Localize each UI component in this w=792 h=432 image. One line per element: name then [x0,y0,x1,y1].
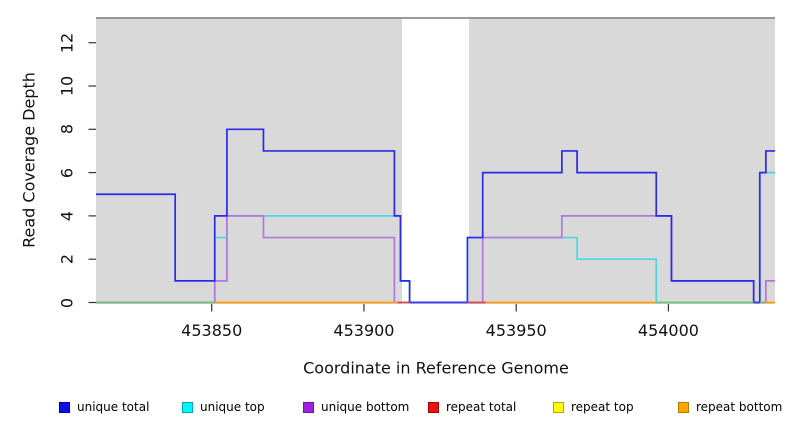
y-axis-title: Read Coverage Depth [19,72,39,248]
legend-label: repeat top [571,400,634,414]
y-tick-label: 8 [57,124,77,135]
legend-item: unique total [59,400,149,414]
legend-swatch-icon [553,401,564,413]
legend-item: repeat bottom [678,400,782,414]
legend-swatch-icon [428,401,439,413]
legend-item: repeat top [553,400,634,414]
x-tick-label: 453950 [485,321,547,340]
x-tick-label: 454000 [637,321,699,340]
legend-label: repeat total [446,400,517,414]
series-unique-total [96,128,775,304]
legend-item: unique bottom [303,400,409,414]
legend-label: unique bottom [321,400,410,414]
legend-label: unique total [77,400,150,414]
y-tick-label: 10 [57,75,77,97]
legend-item: unique top [182,400,265,414]
legend-label: unique top [200,400,265,414]
x-axis-title: Coordinate in Reference Genome [303,358,569,378]
y-tick-label: 4 [57,210,77,221]
legend-swatch-icon [182,401,193,413]
coverage-gap-band [402,17,469,304]
legend-swatch-icon [59,401,70,413]
y-tick-label: 0 [57,297,77,308]
x-tick-label: 453850 [181,321,243,340]
legend-swatch-icon [678,401,689,413]
y-tick-label: 6 [57,167,77,178]
y-tick-label: 2 [57,254,77,265]
x-tick-label: 453900 [333,321,395,340]
legend-label: repeat bottom [696,400,783,414]
legend-item: repeat total [428,400,516,414]
legend-swatch-icon [303,401,314,413]
y-tick-label: 12 [57,32,77,53]
